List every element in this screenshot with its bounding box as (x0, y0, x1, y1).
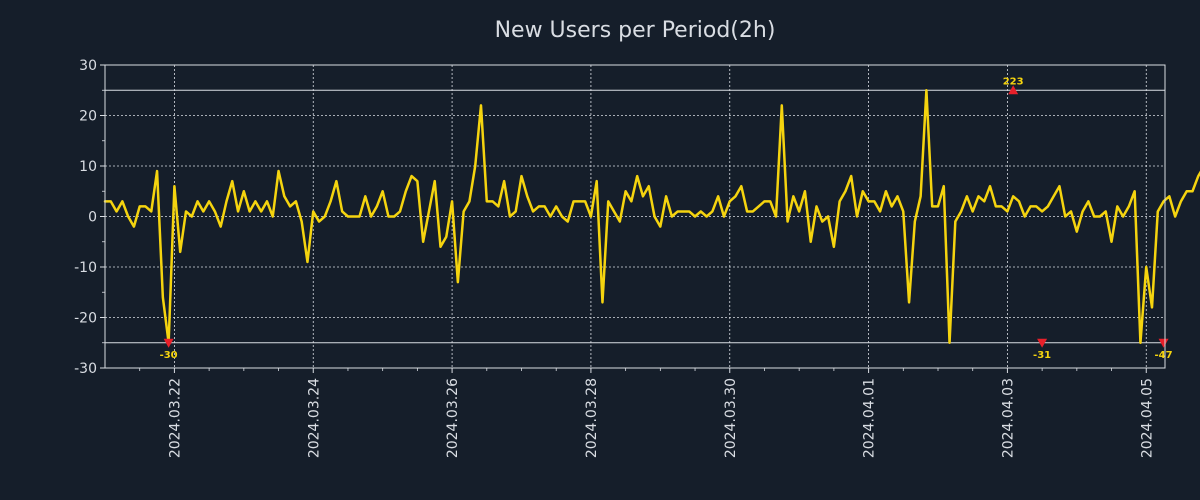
y-tick-label: -10 (74, 260, 97, 276)
y-tick-label: 30 (79, 58, 97, 74)
x-tick-label: 2024.03.22 (167, 378, 183, 458)
outlier-label: -47 (1155, 350, 1173, 361)
outlier-marker (1158, 338, 1169, 348)
outlier-marker (163, 338, 174, 348)
plot-frame (104, 64, 1166, 369)
y-tick-label: -30 (74, 361, 97, 377)
outlier-label: -30 (160, 350, 178, 361)
x-tick-label: 2024.04.01 (862, 378, 878, 458)
outlier-marker (1008, 85, 1019, 95)
x-tick-label: 2024.03.28 (584, 378, 600, 458)
x-tick-label: 2024.03.30 (723, 378, 739, 458)
outlier-label: 223 (1003, 76, 1024, 87)
y-tick-label: 20 (79, 109, 97, 125)
chart-title: New Users per Period(2h) (495, 18, 776, 43)
y-tick-label: 0 (88, 210, 97, 226)
outlier-marker (1037, 338, 1048, 348)
series-line-new-users (103, 89, 1200, 344)
y-tick-label: -20 (74, 311, 97, 327)
y-tick-label: 10 (79, 159, 97, 175)
x-tick-label: 2024.04.03 (1000, 378, 1016, 458)
x-tick-label: 2024.03.26 (445, 378, 461, 458)
outlier-label: -31 (1033, 350, 1051, 361)
x-tick-label: 2024.04.05 (1139, 378, 1155, 458)
x-tick-label: 2024.03.24 (306, 378, 322, 458)
